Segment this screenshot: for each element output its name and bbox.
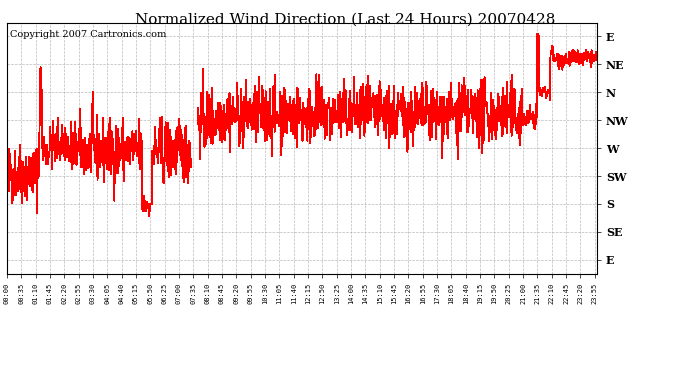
Text: Normalized Wind Direction (Last 24 Hours) 20070428: Normalized Wind Direction (Last 24 Hours…: [135, 13, 555, 27]
Text: Copyright 2007 Cartronics.com: Copyright 2007 Cartronics.com: [10, 30, 166, 39]
